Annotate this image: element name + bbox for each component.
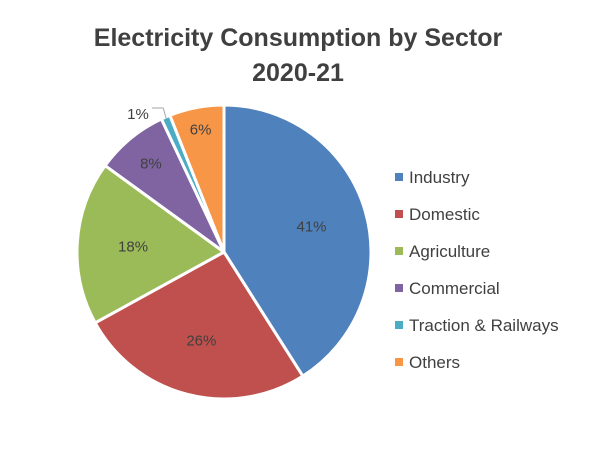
legend-swatch-industry <box>395 173 403 181</box>
data-label-commercial: 8% <box>140 156 162 173</box>
legend-label-traction-railways: Traction & Railways <box>409 316 559 335</box>
data-label-agriculture: 18% <box>118 238 148 255</box>
slice-domestic <box>93 250 305 401</box>
chart-legend: Industry Domestic Agriculture Commercial Tra… <box>395 168 559 372</box>
legend-swatch-commercial <box>395 284 403 292</box>
legend-swatch-domestic <box>395 210 403 218</box>
legend-label-agriculture: Agriculture <box>409 242 490 261</box>
data-label-traction-railways: 1% <box>127 106 149 123</box>
slice-agriculture <box>75 164 226 325</box>
legend-swatch-others <box>395 358 403 366</box>
chart-subtitle: 2020-21 <box>252 59 344 87</box>
data-label-industry: 41% <box>297 219 327 236</box>
data-label-others: 6% <box>190 121 212 138</box>
legend-label-others: Others <box>409 353 460 372</box>
legend-label-commercial: Commercial <box>409 279 500 298</box>
leader-line-traction-railways <box>152 107 167 119</box>
legend-label-domestic: Domestic <box>409 205 480 224</box>
chart-title: Electricity Consumption by Sector <box>94 24 503 52</box>
legend-swatch-traction-railways <box>395 321 403 329</box>
pie-data-labels: 41% 26% 18% 8% 1% 6% <box>118 106 327 349</box>
pie-slices <box>75 103 373 401</box>
legend-swatch-agriculture <box>395 247 403 255</box>
legend-label-industry: Industry <box>409 168 470 187</box>
data-label-domestic: 26% <box>186 332 216 349</box>
slice-others <box>168 103 226 254</box>
